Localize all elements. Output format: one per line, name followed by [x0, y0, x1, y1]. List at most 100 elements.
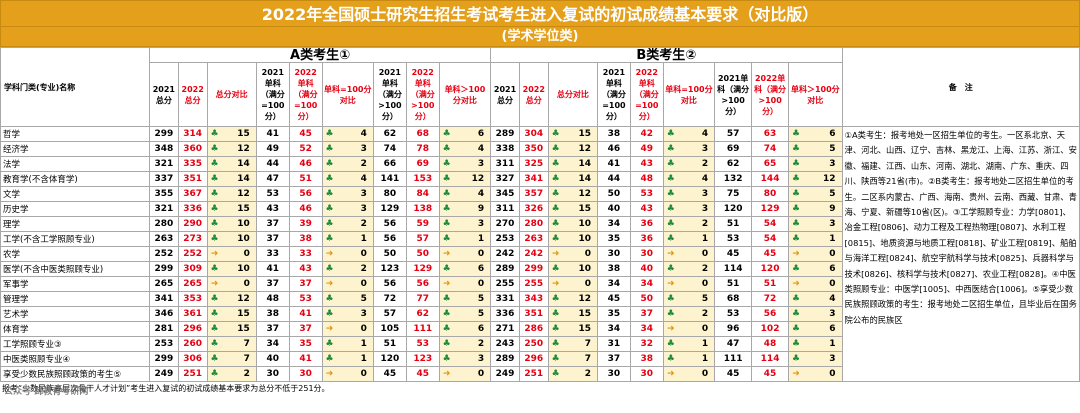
a-score-2021: 66: [372, 156, 407, 172]
tree-up-icon: ♣: [551, 144, 560, 154]
a-score-2022: 57: [405, 231, 440, 247]
a-score-compare: ➜ 0: [438, 246, 492, 262]
b-score-diff: 5: [829, 189, 836, 199]
b-score-2022: 120: [751, 261, 790, 277]
b-score-compare: ♣ 2: [662, 216, 716, 232]
a-score-2022: 50: [405, 246, 440, 262]
tree-up-icon: ♣: [666, 234, 675, 244]
b-score-compare: ♣ 1: [662, 336, 716, 352]
tree-up-icon: ♣: [792, 294, 801, 304]
b-score-2022: 114: [751, 351, 790, 367]
a-score-compare: ♣ 12: [206, 186, 257, 202]
b-score-2021: 242: [490, 246, 520, 262]
b-header-2022-single-gt100: 2022单科（满分>100分）: [751, 62, 790, 127]
a-score-2022: 84: [405, 186, 440, 202]
b-score-2022: 304: [518, 126, 549, 142]
a-score-2022: 367: [177, 186, 208, 202]
tree-up-icon: ♣: [442, 204, 451, 214]
a-score-2021: 253: [148, 336, 179, 352]
arrow-right-icon: ➜: [666, 249, 675, 259]
table-row: 文学 355 367 ♣ 12 53 56 ♣ 3 80 84 ♣ 4 345 357 ♣ 12 50 53 ♣ 3 75…: [0, 186, 1080, 202]
a-score-2022: 361: [177, 306, 208, 322]
a-score-compare: ➜ 0: [438, 366, 492, 382]
b-score-compare: ♣ 3: [662, 201, 716, 217]
a-score-diff: 5: [477, 309, 485, 319]
a-score-diff: 7: [243, 354, 250, 364]
b-score-2022: 45: [751, 246, 790, 262]
b-score-compare: ➜ 0: [662, 276, 716, 292]
a-score-compare: ♣ 12: [206, 291, 257, 307]
header-subject: 学科门类(专业)名称: [0, 47, 150, 127]
b-score-2021: 44: [596, 171, 631, 187]
b-score-compare: ♣ 1: [662, 351, 716, 367]
tree-up-icon: ♣: [666, 219, 675, 229]
a-score-compare: ♣ 5: [438, 306, 492, 322]
tree-up-icon: ♣: [442, 159, 451, 169]
a-score-2022: 69: [405, 156, 440, 172]
subject-name: 经济学: [0, 141, 150, 157]
sheet-subtitle: (学术学位类): [0, 27, 1080, 47]
a-score-diff: 0: [477, 369, 485, 379]
b-score-2022: 40: [629, 261, 664, 277]
a-score-compare: ♣ 3: [321, 306, 374, 322]
a-score-diff: 6: [477, 264, 485, 274]
b-score-2021: 62: [714, 156, 753, 172]
a-score-2021: 280: [148, 216, 179, 232]
tree-up-icon: ♣: [210, 309, 219, 319]
a-header-2021-single-gt100: 2021单科（满分>100分）: [372, 62, 407, 127]
b-score-2021: 30: [596, 246, 631, 262]
b-score-compare: ♣ 12: [788, 171, 843, 187]
tree-up-icon: ♣: [666, 159, 675, 169]
a-score-diff: 10: [237, 234, 250, 244]
b-score-compare: ♣ 12: [547, 141, 598, 157]
a-score-diff: 0: [360, 324, 367, 334]
tree-up-icon: ♣: [210, 234, 219, 244]
b-score-compare: ♣ 14: [547, 156, 598, 172]
a-score-2021: 48: [255, 291, 290, 307]
b-score-compare: ♣ 2: [547, 366, 598, 382]
b-score-compare: ♣ 15: [547, 321, 598, 337]
a-score-2021: 37: [255, 216, 290, 232]
a-score-2022: 260: [177, 336, 208, 352]
a-score-diff: 2: [360, 264, 367, 274]
b-score-2021: 45: [714, 246, 753, 262]
tree-up-icon: ♣: [792, 144, 801, 154]
tree-up-icon: ♣: [666, 144, 675, 154]
b-score-2021: 35: [596, 231, 631, 247]
tree-up-icon: ♣: [210, 204, 219, 214]
a-score-compare: ♣ 2: [206, 366, 257, 382]
b-score-diff: 3: [829, 354, 836, 364]
b-score-2021: 30: [596, 366, 631, 382]
tree-up-icon: ♣: [325, 294, 334, 304]
tree-up-icon: ♣: [210, 144, 219, 154]
a-score-2022: 41: [288, 351, 323, 367]
a-score-diff: 10: [237, 219, 250, 229]
b-score-2021: 34: [596, 276, 631, 292]
b-score-diff: 1: [701, 354, 709, 364]
a-score-2021: 252: [148, 246, 179, 262]
arrow-right-icon: ➜: [551, 279, 560, 289]
a-score-compare: ♣ 5: [321, 291, 374, 307]
b-score-2021: 69: [714, 141, 753, 157]
table-row: 中医类照顾专业④ 299 306 ♣ 7 40 41 ♣ 1 120 123 ♣ 3 289 296 ♣ 7 37…: [0, 351, 1080, 367]
tree-up-icon: ♣: [442, 324, 451, 334]
a-score-compare: ♣ 6: [438, 126, 492, 142]
b-score-2022: 37: [629, 306, 664, 322]
a-score-diff: 3: [360, 144, 367, 154]
tree-up-icon: ♣: [442, 294, 451, 304]
a-score-2021: 45: [372, 366, 407, 382]
a-score-diff: 2: [477, 339, 485, 349]
a-score-2022: 45: [288, 126, 323, 142]
subject-name: 艺术学: [0, 306, 150, 322]
a-score-2021: 53: [255, 186, 290, 202]
tree-up-icon: ♣: [666, 189, 675, 199]
b-score-diff: 15: [578, 324, 591, 334]
a-score-2022: 296: [177, 321, 208, 337]
a-score-compare: ➜ 0: [438, 276, 492, 292]
a-score-compare: ♣ 3: [438, 351, 492, 367]
a-score-compare: ♣ 1: [321, 351, 374, 367]
b-score-2021: 68: [714, 291, 753, 307]
b-score-diff: 0: [701, 324, 709, 334]
a-score-2022: 41: [288, 306, 323, 322]
a-score-2021: 30: [255, 366, 290, 382]
